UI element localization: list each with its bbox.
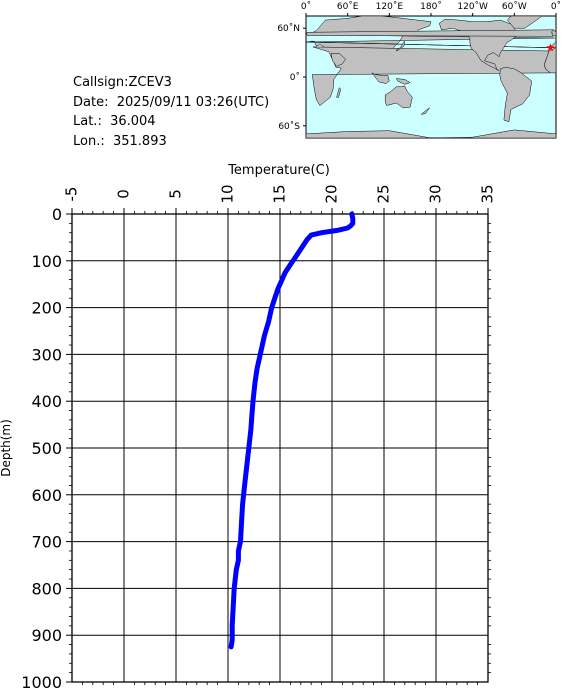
- x-axis-label: Temperature(C): [227, 163, 330, 178]
- map-latitude-label: 60˚N: [277, 23, 300, 34]
- map-land: [305, 15, 557, 139]
- land-mass: [371, 72, 390, 84]
- land-mass: [305, 129, 557, 139]
- land-mass: [312, 46, 552, 106]
- land-mass: [395, 78, 411, 85]
- land-mass: [384, 85, 413, 109]
- y-tick-label: 600: [31, 486, 62, 505]
- x-tick-label: 5: [167, 189, 185, 199]
- land-mass: [507, 15, 543, 29]
- longitude-text: Lon.: 351.893: [73, 133, 167, 149]
- y-tick-label: 200: [31, 299, 62, 318]
- y-tick-label: 1000: [21, 673, 62, 690]
- y-tick-label: 500: [31, 439, 62, 458]
- y-tick-label: 300: [31, 345, 62, 364]
- map-longitude-label: 180˚: [420, 1, 442, 12]
- x-tick-label: 35: [479, 184, 497, 203]
- land-mass: [499, 66, 532, 123]
- y-tick-label: 900: [31, 626, 62, 645]
- axis-ticks: [66, 208, 491, 685]
- x-tick-label: 25: [375, 184, 393, 203]
- x-tick-label: 20: [323, 184, 341, 203]
- land-mass: [395, 40, 405, 52]
- land-mass: [551, 29, 557, 37]
- latitude-text: Lat.: 36.004: [73, 114, 156, 129]
- x-tick-label: 0: [115, 189, 133, 199]
- world-map: 0˚ 60˚E 120˚E 180˚ 120˚W 60˚W 0˚ 60˚N0˚60˚S: [277, 1, 561, 139]
- y-tick-label: 700: [31, 533, 62, 552]
- map-latitude-label: 0˚: [290, 72, 300, 83]
- y-tick-label: 0: [52, 205, 62, 224]
- temperature-profile-line: [228, 211, 356, 650]
- land-mass: [543, 47, 557, 74]
- map-longitude-label: 60˚E: [337, 1, 359, 12]
- y-tick-label: 100: [31, 252, 62, 271]
- map-latitude-label: 60˚S: [278, 121, 300, 132]
- x-tick-label: 15: [271, 184, 289, 203]
- callsign-text: Callsign:ZCEV3: [73, 75, 172, 90]
- map-longitude-label: 60˚W: [502, 1, 527, 12]
- map-longitude-label: 120˚E: [376, 1, 404, 12]
- map-longitude-label: 0˚: [551, 1, 561, 12]
- x-tick-label: 30: [427, 184, 445, 203]
- map-longitude-label: 120˚W: [457, 1, 488, 12]
- y-tick-label: 800: [31, 579, 62, 598]
- y-tick-label: 400: [31, 392, 62, 411]
- land-mass: [330, 53, 346, 67]
- land-mass: [420, 107, 430, 115]
- x-tick-label: -5: [63, 187, 81, 202]
- location-marker-icon: [546, 43, 555, 52]
- map-longitude-label: 0˚: [301, 1, 311, 12]
- station-info: Callsign:ZCEV3 Date: 2025/09/11 03:26(UT…: [73, 73, 269, 151]
- date-text: Date: 2025/09/11 03:26(UTC): [73, 94, 270, 110]
- plot-frame: [71, 213, 489, 683]
- y-axis-label: Depth(m): [0, 419, 13, 477]
- x-tick-label: 10: [219, 184, 237, 203]
- land-mass: [336, 87, 341, 98]
